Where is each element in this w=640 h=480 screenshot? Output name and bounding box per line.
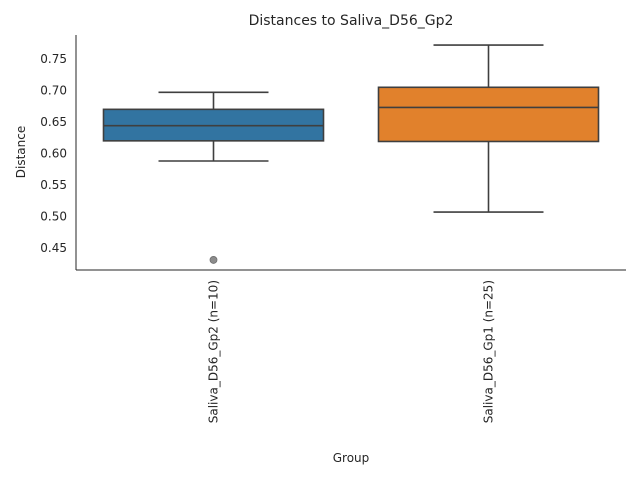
box-1-outlier [209,256,218,264]
y-tick-label: 0.75 [40,52,67,66]
y-axis-label: Distance [14,126,28,178]
y-tick-label: 0.65 [40,115,67,129]
x-tick-label: Saliva_D56_Gp1 (n=25) [482,280,496,423]
chart-title: Distances to Saliva_D56_Gp2 [249,13,454,29]
x-axis-label: Group [333,451,370,465]
y-tick-label: 0.50 [40,209,67,223]
x-tick-label: Saliva_D56_Gp2 (n=10) [207,280,221,423]
box-2-body [377,86,600,143]
y-tick-label: 0.70 [40,83,67,97]
y-tick-label: 0.55 [40,178,67,192]
y-tick-label: 0.60 [40,146,67,160]
plot-area: 0.45 0.50 0.55 0.60 0.65 0.70 0.75 Saliva_D56_G… [40,35,626,423]
y-tick-label: 0.45 [40,241,67,255]
